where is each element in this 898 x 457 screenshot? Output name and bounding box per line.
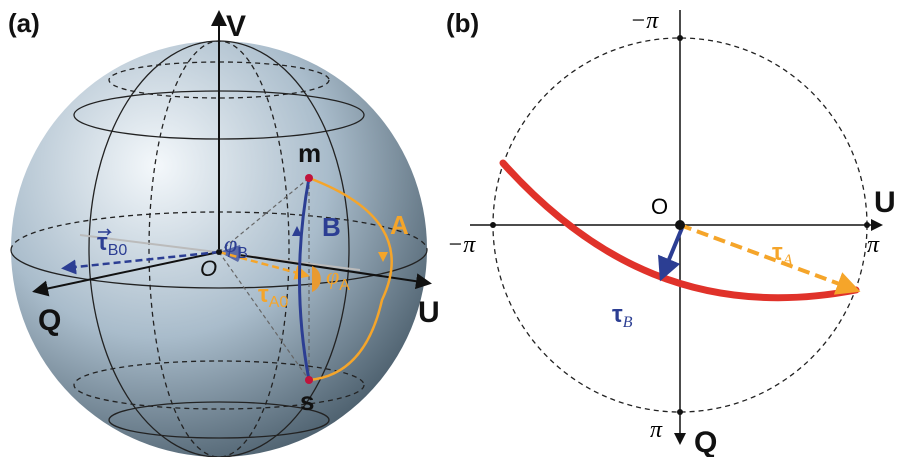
tick-label: −π [447,232,476,258]
subscript: A [782,252,793,269]
symbol: φ [224,232,237,258]
tick-label: π [867,232,880,258]
symbol: τ [258,281,269,308]
symbol: τ [612,301,623,328]
point-label: m [298,138,321,168]
panel-label: (a) [8,8,40,38]
subscript: A [339,277,350,294]
figure: (a) V U Q m s O A B φB φA τB0 τA0 (b) −π… [0,0,898,457]
point-label: s [300,386,314,416]
axis-label: U [874,186,896,219]
origin [675,220,685,230]
tick-label: −π [630,8,659,34]
point-s [305,376,313,384]
subscript: A0 [269,294,289,311]
vector-label: τB [612,301,633,331]
axis-label: U [418,296,440,329]
axis-label: Q [694,426,717,457]
symbol: φ [326,264,339,290]
point-m [305,174,313,182]
path-label: B [322,212,341,242]
subscript: B [237,245,248,262]
tau-b-arrow [663,228,682,274]
vector-label: τA [772,239,793,269]
panel-label: (b) [446,8,479,38]
symbol: τ [97,229,108,256]
tau-a-arrow [680,225,853,289]
subscript: B0 [108,242,128,259]
subscript: B [623,314,633,331]
origin-label: O [200,256,217,281]
symbol: τ [772,239,783,266]
tick-label: π [650,417,663,443]
point-origin [216,249,222,255]
axis-label: Q [38,304,61,337]
axis-label: V [226,10,246,43]
path-label: A [390,210,409,240]
origin-label: O [651,194,668,219]
